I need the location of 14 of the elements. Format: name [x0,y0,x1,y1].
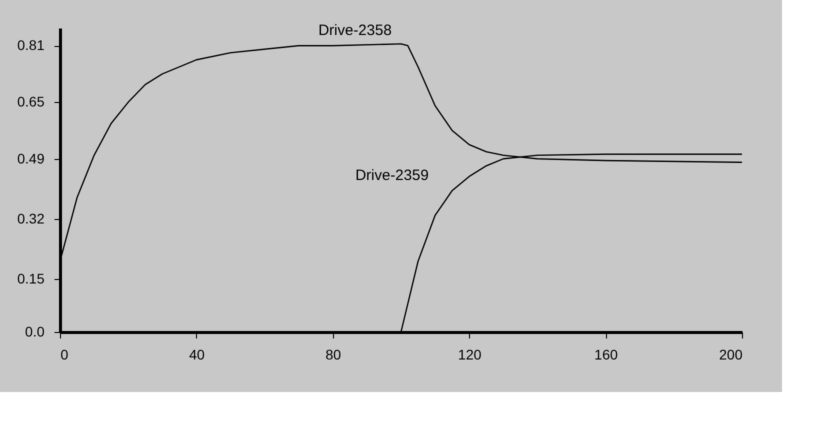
x-tick-label: 80 [326,346,342,362]
x-tick-label: 0 [60,346,68,362]
x-tick-label: 40 [189,346,205,362]
x-tick-label: 120 [458,346,482,362]
y-tick-label: 0.81 [17,37,45,54]
annotation: Drive-2359 [355,167,429,184]
annotation: Drive-2358 [318,22,392,39]
y-tick-label: 0.49 [17,150,45,166]
y-tick-label: 0.15 [17,270,45,286]
y-tick-label: 0.0 [25,324,45,340]
x-tick-label: 200 [719,346,743,362]
y-tick-label: 0.32 [17,210,45,226]
x-tick-label: 160 [594,346,618,362]
y-tick-label: 0.65 [17,94,45,110]
